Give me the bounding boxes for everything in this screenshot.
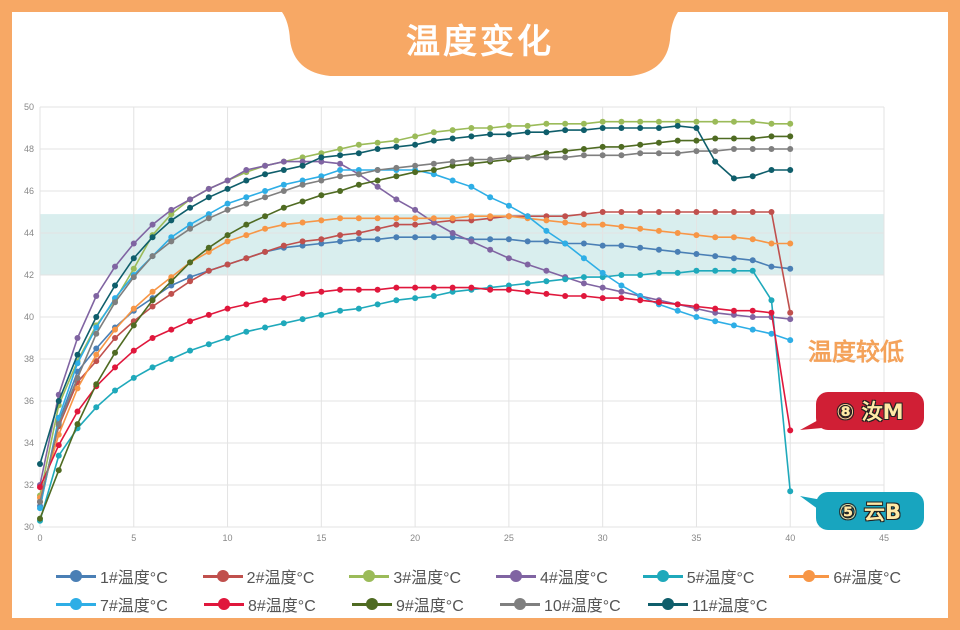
legend-label: 8#温度°C bbox=[248, 598, 316, 615]
series-9 bbox=[37, 133, 794, 522]
legend-item[interactable]: 4#温度°C bbox=[496, 564, 643, 588]
legend-label: 1#温度°C bbox=[100, 570, 168, 587]
y-tick-label: 44 bbox=[24, 228, 34, 238]
legend-marker-icon bbox=[789, 568, 830, 584]
legend-item[interactable]: 5#温度°C bbox=[642, 564, 790, 588]
legend-label: 11#温度°C bbox=[692, 598, 768, 615]
x-tick-label: 40 bbox=[785, 533, 795, 543]
legend-item[interactable]: 6#温度°C bbox=[789, 564, 936, 588]
legend-item[interactable]: 3#温度°C bbox=[349, 564, 496, 588]
y-tick-label: 32 bbox=[24, 480, 34, 490]
y-tick-label: 40 bbox=[24, 312, 34, 322]
legend-label: 6#温度°C bbox=[833, 570, 902, 587]
x-tick-label: 10 bbox=[223, 533, 233, 543]
legend-label: 4#温度°C bbox=[540, 570, 608, 587]
page-title: 温度变化 bbox=[406, 22, 554, 62]
legend-marker-icon bbox=[204, 596, 244, 612]
legend-label: 7#温度°C bbox=[100, 598, 168, 615]
legend-label: 10#温度°C bbox=[544, 598, 621, 615]
series-10 bbox=[37, 146, 794, 505]
legend-label: 9#温度°C bbox=[396, 598, 464, 615]
low-temp-note: 温度较低 bbox=[808, 338, 904, 366]
highlight-band bbox=[40, 214, 884, 275]
series-11 bbox=[37, 122, 794, 467]
legend-label: 5#温度°C bbox=[686, 570, 755, 587]
x-tick-label: 30 bbox=[598, 533, 608, 543]
legend-marker-icon bbox=[648, 596, 688, 612]
y-tick-label: 48 bbox=[24, 144, 34, 154]
legend-marker-icon bbox=[496, 568, 537, 584]
x-tick-label: 45 bbox=[879, 533, 889, 543]
badge-series-8: ⑧ 汝M bbox=[816, 392, 924, 430]
legend-marker-icon bbox=[352, 596, 392, 612]
y-tick-label: 46 bbox=[24, 186, 34, 196]
legend-marker-icon bbox=[56, 568, 96, 584]
y-tick-label: 50 bbox=[24, 102, 34, 112]
x-tick-label: 35 bbox=[691, 533, 701, 543]
legend-item[interactable]: 10#温度°C bbox=[500, 592, 648, 616]
y-tick-label: 34 bbox=[24, 438, 34, 448]
legend-item[interactable]: 1#温度°C bbox=[56, 564, 203, 588]
chart-legend: 1#温度°C 2#温度°C 3#温度°C 4#温度°C 5#温度°C 6#温度°C 7#温度… bbox=[56, 562, 936, 618]
legend-item[interactable]: 7#温度°C bbox=[56, 592, 204, 616]
x-tick-label: 5 bbox=[131, 533, 136, 543]
legend-item[interactable]: 8#温度°C bbox=[204, 592, 352, 616]
legend-marker-icon bbox=[642, 568, 683, 584]
legend-marker-icon bbox=[56, 596, 96, 612]
x-tick-label: 20 bbox=[410, 533, 420, 543]
x-tick-label: 15 bbox=[316, 533, 326, 543]
y-tick-label: 42 bbox=[24, 270, 34, 280]
legend-item[interactable]: 11#温度°C bbox=[648, 592, 796, 616]
legend-marker-icon bbox=[349, 568, 390, 584]
legend-item[interactable]: 2#温度°C bbox=[202, 564, 350, 588]
series-8 bbox=[37, 284, 794, 491]
legend-label: 2#温度°C bbox=[246, 570, 315, 587]
x-tick-label: 25 bbox=[504, 533, 514, 543]
badge-series-5: ⑤ 云B bbox=[816, 492, 924, 530]
series-6 bbox=[37, 213, 794, 501]
y-tick-label: 38 bbox=[24, 354, 34, 364]
legend-marker-icon bbox=[202, 568, 243, 584]
series-1 bbox=[37, 234, 794, 509]
y-tick-label: 36 bbox=[24, 396, 34, 406]
x-tick-label: 0 bbox=[37, 533, 42, 543]
y-tick-label: 30 bbox=[24, 522, 34, 532]
legend-marker-icon bbox=[500, 596, 540, 612]
series-4 bbox=[37, 158, 794, 488]
legend-label: 3#温度°C bbox=[393, 570, 462, 587]
legend-item[interactable]: 9#温度°C bbox=[352, 592, 500, 616]
